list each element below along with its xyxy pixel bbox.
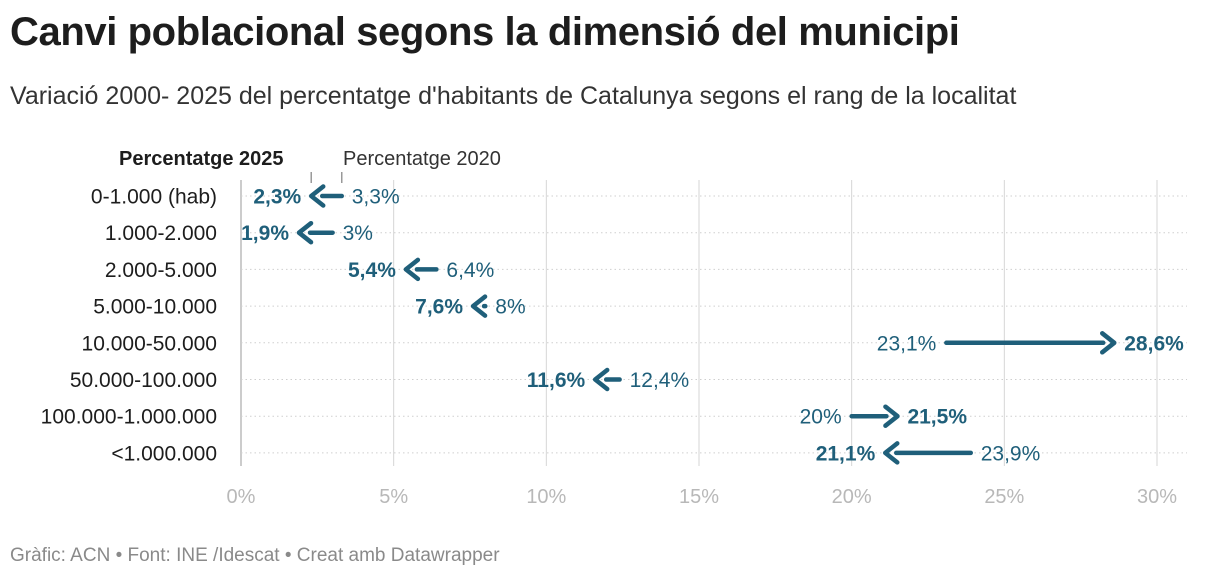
value-label-2020: 20% — [800, 406, 842, 429]
value-label-2020: 6,4% — [446, 259, 494, 282]
arrow-head — [308, 184, 326, 208]
value-label-2020: 3% — [343, 222, 373, 245]
value-label-2020: 3,3% — [352, 186, 400, 209]
x-tick-label: 20% — [832, 486, 872, 508]
value-label-2025: 28,6% — [1124, 332, 1184, 355]
chart-title: Canvi poblacional segons la dimensió del… — [10, 10, 960, 54]
chart-footer: Gràfic: ACN • Font: INE /Idescat • Creat… — [10, 545, 500, 566]
value-label-2025: 7,6% — [415, 296, 463, 319]
arrow-head — [470, 294, 488, 318]
arrow-head — [883, 441, 900, 465]
category-label: 0-1.000 (hab) — [91, 186, 217, 209]
category-label: 1.000-2.000 — [105, 222, 217, 245]
value-label-2020: 8% — [495, 296, 525, 319]
x-tick-label: 5% — [379, 486, 408, 508]
category-label: 2.000-5.000 — [105, 259, 217, 282]
arrow-head — [296, 220, 314, 245]
category-label: 5.000-10.000 — [93, 296, 217, 319]
arrow-head — [592, 367, 610, 392]
category-label: 10.000-50.000 — [82, 332, 217, 355]
arrow-head — [883, 404, 900, 428]
value-label-2025: 21,5% — [907, 406, 967, 429]
legend-2025-label: Percentatge 2025 — [119, 148, 284, 170]
value-label-2020: 23,9% — [981, 442, 1041, 465]
category-label: <1.000.000 — [111, 442, 217, 465]
chart-subtitle: Variació 2000- 2025 del percentatge d'ha… — [10, 82, 1017, 110]
value-label-2025: 2,3% — [253, 186, 301, 209]
x-tick-label: 0% — [227, 486, 256, 508]
x-tick-label: 10% — [526, 486, 566, 508]
value-label-2025: 21,1% — [816, 442, 876, 465]
arrow-chart: 0% 5% 10% 15% 20% 25% 30% 0-1.000 (hab) 1.000-2.… — [41, 148, 1187, 508]
value-label-2025: 1,9% — [241, 222, 289, 245]
x-tick-label: 25% — [984, 486, 1024, 508]
arrow-head — [1100, 331, 1117, 355]
value-label-2020: 12,4% — [630, 369, 690, 392]
legend-2020-label: Percentatge 2020 — [343, 148, 501, 170]
value-label-2020: 23,1% — [877, 332, 937, 355]
value-label-2025: 11,6% — [527, 369, 586, 392]
x-tick-label: 15% — [679, 486, 719, 508]
value-label-2025: 5,4% — [348, 259, 396, 282]
x-tick-label: 30% — [1137, 486, 1177, 508]
category-label: 100.000-1.000.000 — [41, 406, 217, 429]
arrow-head — [403, 257, 421, 282]
category-label: 50.000-100.000 — [70, 369, 217, 392]
